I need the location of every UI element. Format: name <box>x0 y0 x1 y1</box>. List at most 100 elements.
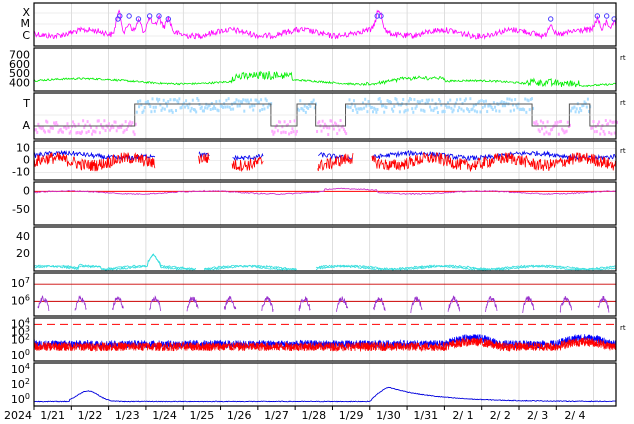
ytick-1e4: 104 <box>11 316 30 331</box>
sector-dot <box>263 107 266 111</box>
sector-dot <box>281 125 284 129</box>
sector-dot <box>256 100 259 104</box>
sector-dot <box>289 120 292 124</box>
panel-xray-flares: XMC <box>21 2 617 47</box>
sector-dot <box>453 104 456 108</box>
sector-dot <box>225 98 228 102</box>
sector-dot <box>419 100 422 104</box>
sector-dot <box>269 103 272 107</box>
sector-dot <box>600 127 603 131</box>
panel-border <box>33 47 617 92</box>
sector-dot <box>51 126 54 130</box>
sector-dot <box>200 105 203 109</box>
sector-dot <box>178 97 181 101</box>
ylabel-c: C <box>22 29 30 42</box>
sector-dot <box>332 127 335 131</box>
sector-dot <box>369 106 372 110</box>
sector-dot <box>560 119 563 123</box>
sector-dot <box>370 105 373 109</box>
sector-dot <box>612 120 615 124</box>
sector-dot <box>207 104 210 108</box>
sector-dot <box>427 98 430 102</box>
sector-dot <box>251 104 254 108</box>
sector-dot <box>526 98 529 102</box>
sector-dot <box>376 107 379 111</box>
sector-dot <box>157 99 160 103</box>
sector-dot <box>115 129 118 133</box>
sector-dot <box>277 120 280 124</box>
sector-dot <box>398 110 401 114</box>
sector-dot <box>88 123 91 127</box>
sector-dot <box>436 110 439 114</box>
sector-dot <box>48 130 51 134</box>
ylabel-t: T <box>22 97 30 110</box>
sector-dot <box>582 103 585 107</box>
sector-dot <box>86 120 89 124</box>
sector-dot <box>481 106 484 110</box>
sector-dot <box>102 126 105 130</box>
sector-dot <box>563 131 566 135</box>
panel-border <box>33 140 617 181</box>
sector-dot <box>523 108 526 112</box>
sector-dot <box>406 108 409 112</box>
sector-dot <box>429 105 432 109</box>
sector-dot <box>290 131 293 135</box>
ytick-10: 10 <box>16 141 30 154</box>
sector-dot <box>348 98 351 102</box>
sector-dot <box>391 107 394 111</box>
sector-dot <box>39 126 42 130</box>
sector-dot <box>302 108 305 112</box>
sector-dot <box>142 109 145 113</box>
ytick-0: 0 <box>23 154 30 167</box>
sector-dot <box>395 98 398 102</box>
sector-dot <box>64 125 67 129</box>
sector-dot <box>38 125 41 129</box>
sector-dot <box>83 126 86 130</box>
sector-dot <box>144 101 147 105</box>
sector-dot <box>374 107 377 111</box>
sector-dot <box>211 107 214 111</box>
rt-marker: rt <box>620 54 626 62</box>
flare-marker <box>548 16 554 22</box>
sector-dot <box>318 120 321 124</box>
sector-dot <box>173 98 176 102</box>
panel-border <box>33 92 617 140</box>
sector-dot <box>368 103 371 107</box>
series-dst <box>33 187 617 196</box>
sector-dot <box>107 122 110 126</box>
sector-dot <box>444 103 447 107</box>
sector-dot <box>34 128 36 132</box>
panel-border <box>33 181 617 226</box>
sector-dot <box>461 101 464 105</box>
sector-dot <box>233 101 236 105</box>
ytick--10: -10 <box>12 166 30 179</box>
sector-dot <box>602 129 605 133</box>
sector-dot <box>320 129 323 133</box>
sector-dot <box>574 110 577 114</box>
sector-dot <box>171 110 174 114</box>
sector-dot <box>70 125 73 129</box>
sector-dot <box>262 103 265 107</box>
sector-dot <box>537 128 540 132</box>
sector-dot <box>460 107 463 111</box>
sector-dot <box>183 105 186 109</box>
sector-dot <box>330 119 333 123</box>
sector-dot <box>77 122 80 126</box>
x-tick-label: 1/31 <box>413 409 438 422</box>
sector-dot <box>160 108 163 112</box>
sector-dot <box>448 105 451 109</box>
sector-dot <box>101 125 104 129</box>
sector-dot <box>594 125 597 129</box>
sector-dot <box>494 105 497 109</box>
sector-dot <box>242 98 245 102</box>
sector-dot <box>295 129 298 133</box>
panel-border <box>33 272 617 317</box>
series-bt <box>33 149 617 162</box>
sector-dot <box>153 109 156 113</box>
sector-dot <box>213 105 216 109</box>
sector-dot <box>534 122 537 126</box>
sector-dot <box>264 97 267 101</box>
